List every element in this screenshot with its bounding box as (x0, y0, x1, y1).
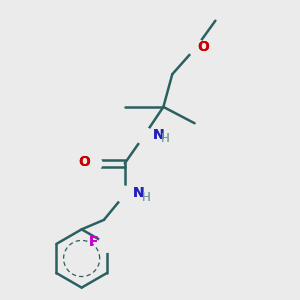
Text: F: F (89, 235, 98, 249)
Text: N: N (152, 128, 164, 142)
Text: N: N (152, 128, 164, 142)
Text: O: O (198, 40, 209, 54)
Text: F: F (89, 235, 98, 249)
Circle shape (188, 39, 204, 56)
Text: H: H (141, 191, 150, 204)
Text: N: N (133, 186, 145, 200)
Text: N: N (133, 186, 145, 200)
Circle shape (136, 128, 152, 144)
Circle shape (85, 155, 102, 172)
Circle shape (116, 186, 133, 203)
Text: H: H (141, 191, 150, 204)
Text: O: O (79, 155, 91, 170)
Text: O: O (79, 155, 91, 170)
Text: O: O (198, 40, 209, 54)
Circle shape (98, 236, 115, 252)
Text: H: H (161, 132, 170, 145)
Text: H: H (161, 132, 170, 145)
